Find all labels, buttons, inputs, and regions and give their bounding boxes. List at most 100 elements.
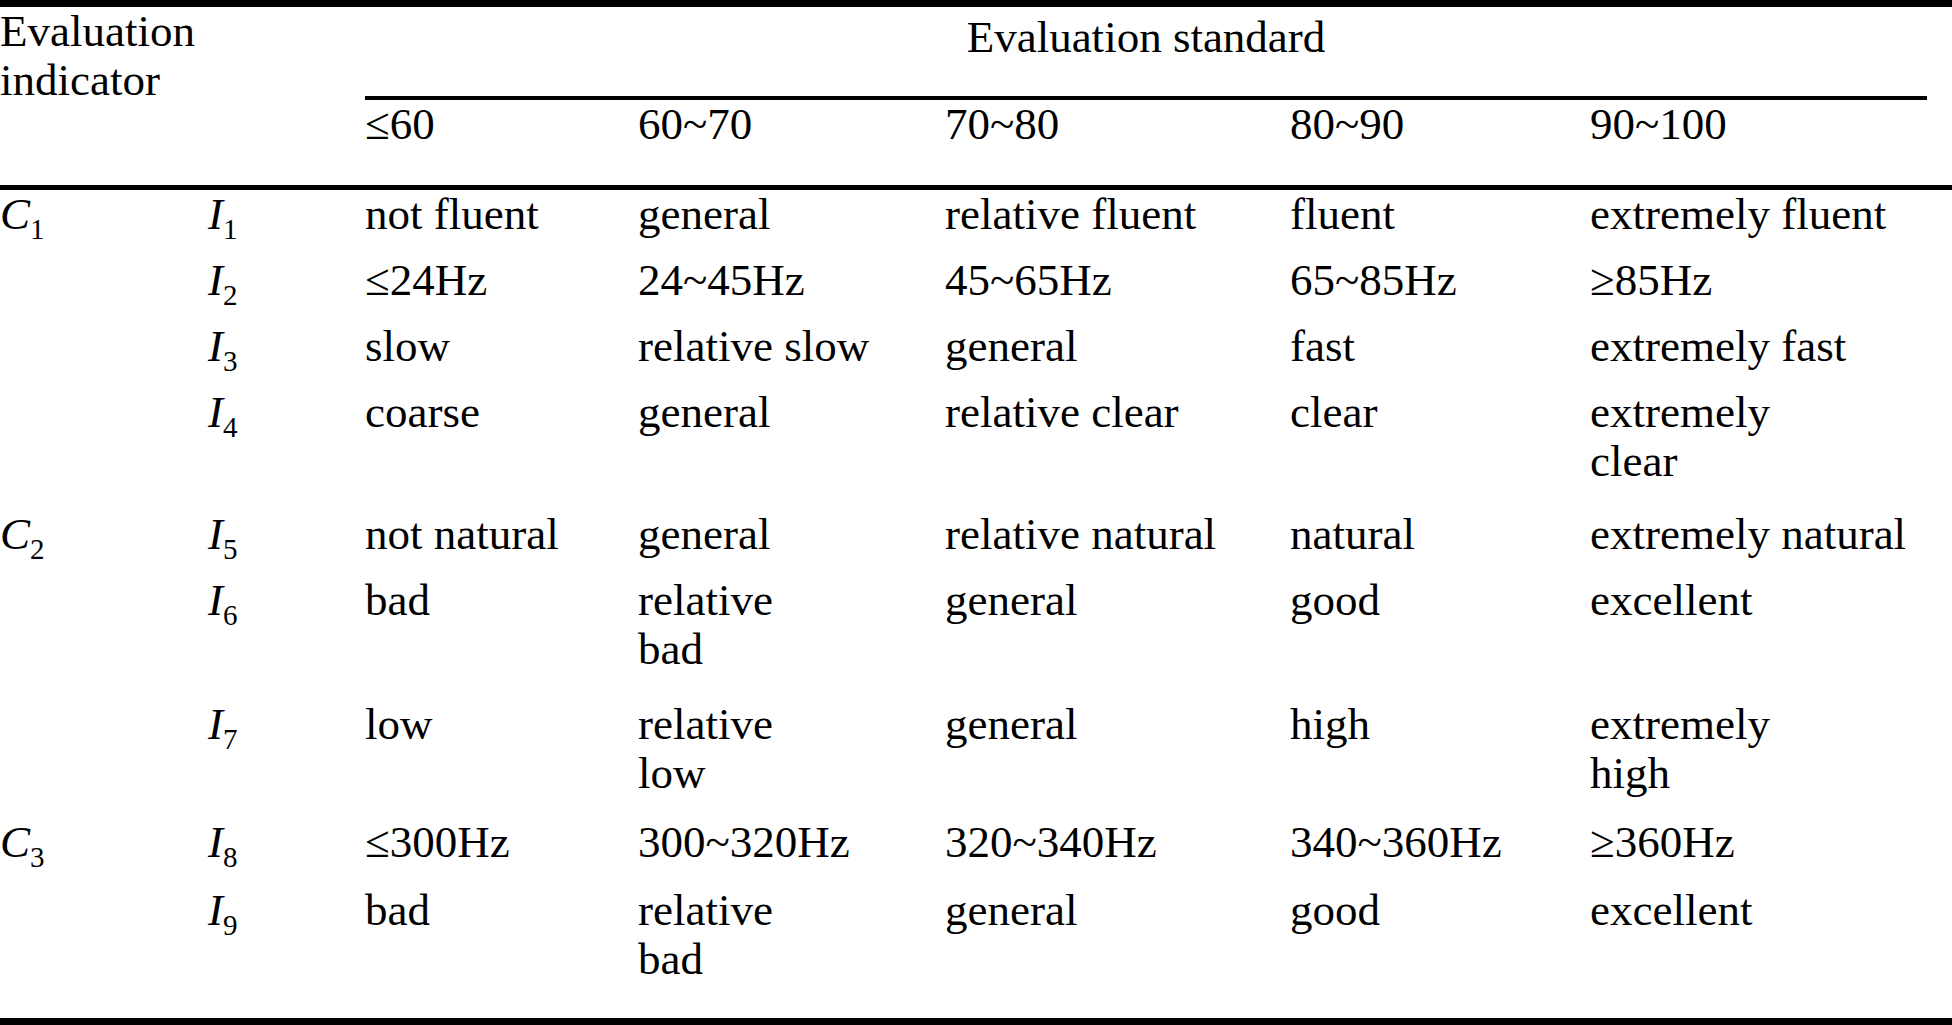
- standard-column-header: Evaluation standard: [365, 7, 1952, 100]
- indicator-symbol: I: [208, 189, 223, 239]
- value-cell: relative bad: [638, 576, 945, 700]
- value-cell: ≤24Hz: [365, 256, 638, 322]
- value-cell: 340~360Hz: [1290, 818, 1590, 886]
- value-cell: bad: [365, 886, 638, 1018]
- value-cell: general: [638, 510, 945, 576]
- value-cell: excellent: [1590, 886, 1952, 1018]
- range-header-2: 60~70: [638, 100, 945, 190]
- indicator-label: I5: [208, 510, 365, 576]
- value-cell: relative clear: [945, 388, 1290, 510]
- range-header-3: 70~80: [945, 100, 1290, 190]
- indicator-symbol: I: [208, 817, 223, 867]
- group-symbol: C: [0, 189, 30, 239]
- indicator-column-header: Evaluation indicator: [0, 7, 365, 190]
- group-symbol: C: [0, 509, 30, 559]
- indicator-symbol: I: [208, 509, 223, 559]
- value-cell: ≤300Hz: [365, 818, 638, 886]
- value-cell: 45~65Hz: [945, 256, 1290, 322]
- table-row: I4 coarse general relative clear clear e…: [0, 388, 1952, 510]
- group-symbol: C: [0, 817, 30, 867]
- indicator-subscript: 1: [223, 213, 238, 245]
- indicator-label: I4: [208, 388, 365, 510]
- value-cell: not natural: [365, 510, 638, 576]
- group-label: [0, 700, 208, 818]
- group-label: [0, 886, 208, 1018]
- indicator-symbol: I: [208, 575, 223, 625]
- value-cell: fluent: [1290, 190, 1590, 256]
- value-cell: general: [945, 700, 1290, 818]
- value-cell: general: [945, 886, 1290, 1018]
- value-cell: 320~340Hz: [945, 818, 1290, 886]
- value-cell: relative fluent: [945, 190, 1290, 256]
- value-cell: relative low: [638, 700, 945, 818]
- group-label: [0, 388, 208, 510]
- range-header-5: 90~100: [1590, 100, 1952, 190]
- value-cell: natural: [1290, 510, 1590, 576]
- standard-header-underline: [365, 96, 1927, 100]
- group-label: C2: [0, 510, 208, 576]
- value-cell: 300~320Hz: [638, 818, 945, 886]
- indicator-subscript: 3: [223, 345, 238, 377]
- range-header-4: 80~90: [1290, 100, 1590, 190]
- value-cell: general: [638, 190, 945, 256]
- header-row-top: Evaluation indicator Evaluation standard: [0, 7, 1952, 100]
- value-cell: extremely clear: [1590, 388, 1952, 510]
- value-cell: fast: [1290, 322, 1590, 388]
- table-row: I2 ≤24Hz 24~45Hz 45~65Hz 65~85Hz ≥85Hz: [0, 256, 1952, 322]
- value-cell: low: [365, 700, 638, 818]
- range-header-1: ≤60: [365, 100, 638, 190]
- indicator-subscript: 2: [223, 279, 238, 311]
- indicator-subscript: 7: [223, 723, 238, 755]
- indicator-subscript: 5: [223, 533, 238, 565]
- indicator-symbol: I: [208, 321, 223, 371]
- table-row: I3 slow relative slow general fast extre…: [0, 322, 1952, 388]
- value-cell: not fluent: [365, 190, 638, 256]
- group-label: C1: [0, 190, 208, 256]
- indicator-label: I9: [208, 886, 365, 1018]
- table-row: I9 bad relative bad general good excelle…: [0, 886, 1952, 1018]
- value-cell: bad: [365, 576, 638, 700]
- indicator-label: I2: [208, 256, 365, 322]
- indicator-label: I1: [208, 190, 365, 256]
- value-cell: excellent: [1590, 576, 1952, 700]
- table-row: I7 low relative low general high extreme…: [0, 700, 1952, 818]
- value-cell: extremely fluent: [1590, 190, 1952, 256]
- indicator-label: I8: [208, 818, 365, 886]
- indicator-subscript: 4: [223, 411, 238, 443]
- paper-table-page: Evaluation indicator Evaluation standard…: [0, 0, 1952, 1025]
- group-label: [0, 576, 208, 700]
- value-cell: coarse: [365, 388, 638, 510]
- evaluation-table: Evaluation indicator Evaluation standard…: [0, 0, 1952, 1025]
- value-cell: extremely high: [1590, 700, 1952, 818]
- value-cell: general: [945, 576, 1290, 700]
- table-row: C2 I5 not natural general relative natur…: [0, 510, 1952, 576]
- value-cell: extremely natural: [1590, 510, 1952, 576]
- indicator-label: I3: [208, 322, 365, 388]
- standard-header-label: Evaluation standard: [365, 13, 1927, 62]
- value-cell: slow: [365, 322, 638, 388]
- table-row: I6 bad relative bad general good excelle…: [0, 576, 1952, 700]
- group-subscript: 2: [30, 533, 45, 565]
- value-cell: extremely fast: [1590, 322, 1952, 388]
- indicator-symbol: I: [208, 699, 223, 749]
- value-cell: ≥85Hz: [1590, 256, 1952, 322]
- value-cell: general: [945, 322, 1290, 388]
- indicator-symbol: I: [208, 255, 223, 305]
- value-cell: good: [1290, 576, 1590, 700]
- value-cell: 24~45Hz: [638, 256, 945, 322]
- indicator-label: I6: [208, 576, 365, 700]
- table-row: C1 I1 not fluent general relative fluent…: [0, 190, 1952, 256]
- group-subscript: 3: [30, 841, 45, 873]
- indicator-subscript: 9: [223, 909, 238, 941]
- indicator-label: I7: [208, 700, 365, 818]
- value-cell: general: [638, 388, 945, 510]
- group-subscript: 1: [30, 213, 45, 245]
- value-cell: ≥360Hz: [1590, 818, 1952, 886]
- table-row: C3 I8 ≤300Hz 300~320Hz 320~340Hz 340~360…: [0, 818, 1952, 886]
- value-cell: good: [1290, 886, 1590, 1018]
- group-label: [0, 256, 208, 322]
- value-cell: clear: [1290, 388, 1590, 510]
- value-cell: 65~85Hz: [1290, 256, 1590, 322]
- value-cell: relative slow: [638, 322, 945, 388]
- indicator-subscript: 6: [223, 599, 238, 631]
